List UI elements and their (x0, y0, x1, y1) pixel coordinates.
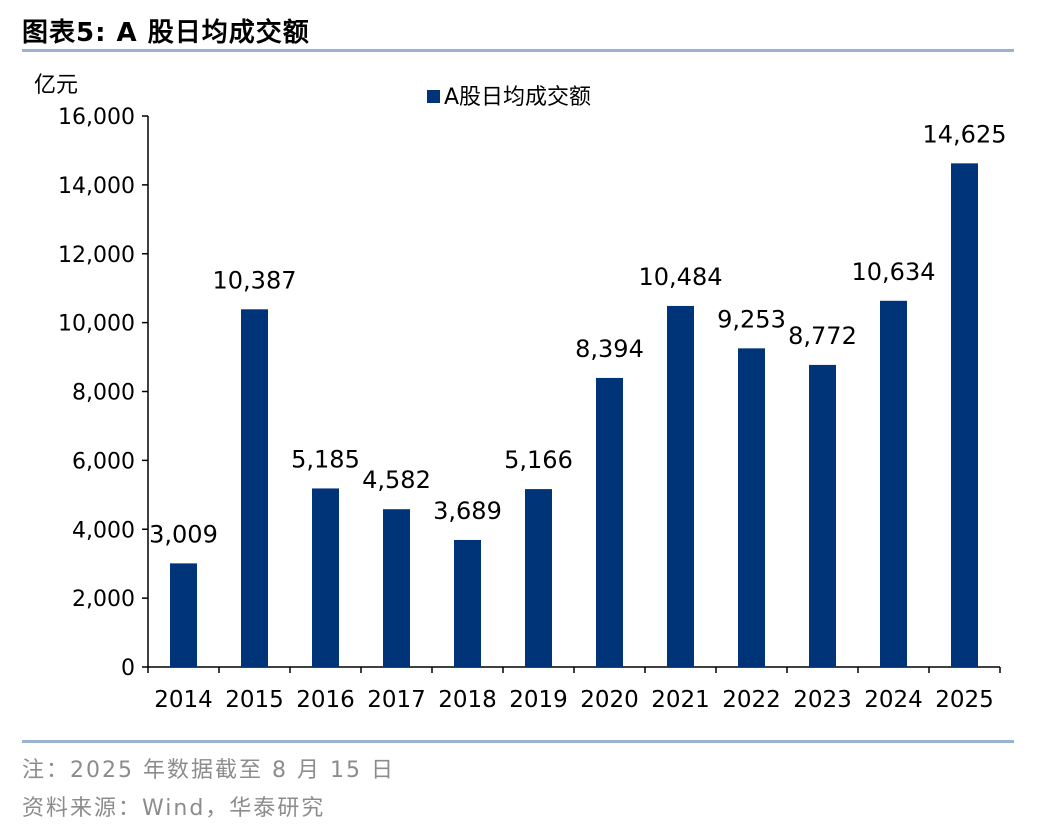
chart-legend: A股日均成交额 (427, 85, 591, 110)
y-tick-label: 10,000 (58, 312, 135, 337)
data-label-2020: 8,394 (575, 335, 644, 363)
data-label-2015: 10,387 (213, 266, 297, 294)
data-label-2025: 14,625 (923, 120, 1007, 148)
y-tick-label: 4,000 (72, 518, 135, 543)
y-tick-label: 16,000 (58, 105, 135, 130)
x-tick-label: 2025 (935, 687, 994, 713)
x-tick-label: 2023 (793, 687, 852, 713)
data-label-2017: 4,582 (362, 466, 431, 494)
y-tick-label: 8,000 (72, 381, 135, 406)
data-label-2019: 5,166 (504, 446, 573, 474)
y-tick-label: 12,000 (58, 243, 135, 268)
bar-2017 (383, 509, 410, 667)
bar-2018 (454, 539, 481, 667)
data-label-2024: 10,634 (852, 258, 936, 286)
bar-2016 (312, 488, 339, 667)
data-label-2022: 9,253 (717, 305, 786, 333)
bar-2021 (667, 305, 694, 667)
x-tick-label: 2019 (509, 687, 568, 713)
bar-2024 (880, 300, 907, 667)
x-tick-label: 2018 (438, 687, 497, 713)
data-label-2016: 5,185 (291, 445, 360, 473)
y-tick-label: 0 (121, 656, 135, 681)
title-rule (22, 49, 1014, 52)
bars-group (170, 163, 978, 667)
source-note: 资料来源：Wind，华泰研究 (22, 796, 326, 821)
legend-label: A股日均成交额 (444, 85, 591, 110)
bar-2015 (241, 309, 268, 667)
x-tick-label: 2015 (225, 687, 284, 713)
bar-2014 (170, 563, 197, 667)
figure-title: 图表5: A 股日均成交额 (22, 18, 310, 48)
x-tick-label: 2017 (367, 687, 426, 713)
x-tick-label: 2024 (864, 687, 923, 713)
bar-chart: 亿元 A股日均成交额 0 2,000 4,000 6,000 8,000 10,000 12… (34, 73, 1006, 713)
x-tick-label: 2021 (651, 687, 710, 713)
y-axis: 0 2,000 4,000 6,000 8,000 10,000 12,000 14,000 1… (58, 105, 149, 681)
data-label-2018: 3,689 (433, 497, 502, 525)
y-tick-label: 14,000 (58, 174, 135, 199)
x-tick-label: 2014 (154, 687, 213, 713)
data-label-2021: 10,484 (639, 263, 723, 291)
x-tick-label: 2020 (580, 687, 639, 713)
x-tick-label: 2022 (722, 687, 781, 713)
bar-2022 (738, 348, 765, 667)
data-label-2014: 3,009 (149, 520, 218, 548)
data-label-2023: 8,772 (788, 322, 857, 350)
bar-2020 (596, 377, 623, 667)
footer-rule (22, 740, 1014, 743)
y-axis-unit-label: 亿元 (34, 73, 78, 98)
x-tick-label: 2016 (296, 687, 355, 713)
bar-2019 (525, 489, 552, 667)
bar-2025 (951, 163, 978, 667)
bar-2023 (809, 364, 836, 667)
footnote: 注：2025 年数据截至 8 月 15 日 (22, 758, 395, 783)
y-tick-label: 2,000 (72, 587, 135, 612)
x-axis: 2014 2015 2016 2017 2018 2019 2020 2021 2022 2023… (147, 666, 1001, 713)
legend-swatch (427, 90, 440, 103)
y-tick-label: 6,000 (72, 449, 135, 474)
